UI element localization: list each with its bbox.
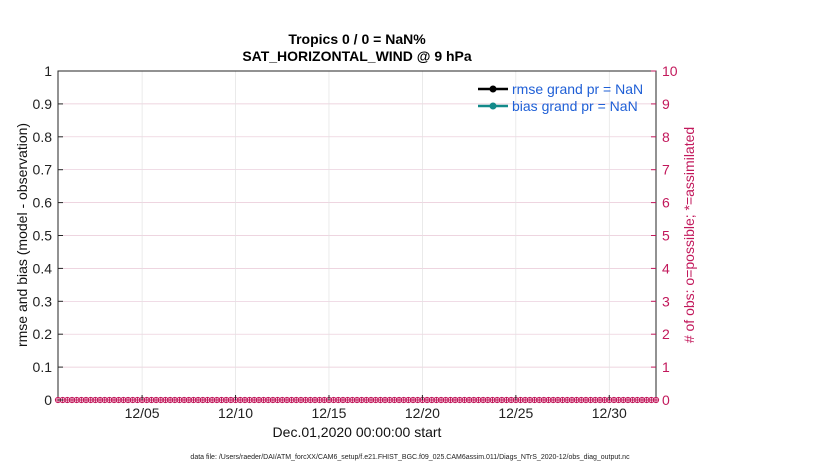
legend-label-rmse: rmse grand pr = NaN — [512, 81, 643, 97]
y2-tick-label: 4 — [662, 260, 670, 276]
legend: rmse grand pr = NaN bias grand pr = NaN — [478, 81, 643, 114]
y-tick-label: 0.5 — [33, 228, 53, 244]
y-tick-label: 0.9 — [33, 96, 53, 112]
legend-marker-bias — [489, 102, 497, 110]
y-tick-label: 0.3 — [33, 293, 53, 309]
x-axis-label: Dec.01,2020 00:00:00 start — [273, 424, 442, 440]
y-tick-label: 1 — [44, 63, 52, 79]
y-tick-label: 0.7 — [33, 162, 53, 178]
y2-tick-label: 2 — [662, 326, 670, 342]
x-tick-label: 12/20 — [405, 405, 440, 421]
left-axis-ticks: 0 0.1 0.2 0.3 0.4 0.5 0.6 0.7 0.8 0.9 1 — [33, 63, 63, 408]
y-tick-label: 0.4 — [33, 260, 53, 276]
y2-tick-label: 5 — [662, 228, 670, 244]
x-tick-label: 12/25 — [498, 405, 533, 421]
legend-marker-rmse — [489, 85, 497, 93]
y-tick-label: 0.1 — [33, 359, 53, 375]
y2-tick-label: 6 — [662, 195, 670, 211]
y2-tick-label: 0 — [662, 392, 670, 408]
y-axis-label: rmse and bias (model - observation) — [14, 123, 30, 347]
y-tick-label: 0 — [44, 392, 52, 408]
y2-tick-label: 1 — [662, 359, 670, 375]
data-file-footer: data file: /Users/raeder/DAI/ATM_forcXX/… — [190, 454, 630, 461]
right-axis-ticks: 0 1 2 3 4 5 6 7 8 9 10 — [651, 63, 678, 408]
y-tick-label: 0.6 — [33, 195, 53, 211]
legend-label-bias: bias grand pr = NaN — [512, 98, 638, 114]
obs-count-markers — [54, 396, 660, 404]
y2-tick-label: 8 — [662, 129, 670, 145]
chart-title: Tropics 0 / 0 = NaN% — [288, 31, 426, 47]
y2-tick-label: 7 — [662, 162, 670, 178]
x-tick-label: 12/15 — [311, 405, 346, 421]
grid — [58, 70, 656, 401]
y-tick-label: 0.2 — [33, 326, 53, 342]
x-axis-ticks: 12/05 12/10 12/15 12/20 12/25 12/30 — [125, 395, 627, 421]
y2-tick-label: 10 — [662, 63, 678, 79]
y-tick-label: 0.8 — [33, 129, 53, 145]
x-tick-label: 12/30 — [592, 405, 627, 421]
y2-tick-label: 3 — [662, 293, 670, 309]
y2-tick-label: 9 — [662, 96, 670, 112]
chart-subtitle: SAT_HORIZONTAL_WIND @ 9 hPa — [242, 48, 472, 64]
x-tick-label: 12/10 — [218, 405, 253, 421]
x-tick-label: 12/05 — [125, 405, 160, 421]
y2-axis-label: # of obs: o=possible; *=assimilated — [681, 127, 697, 343]
